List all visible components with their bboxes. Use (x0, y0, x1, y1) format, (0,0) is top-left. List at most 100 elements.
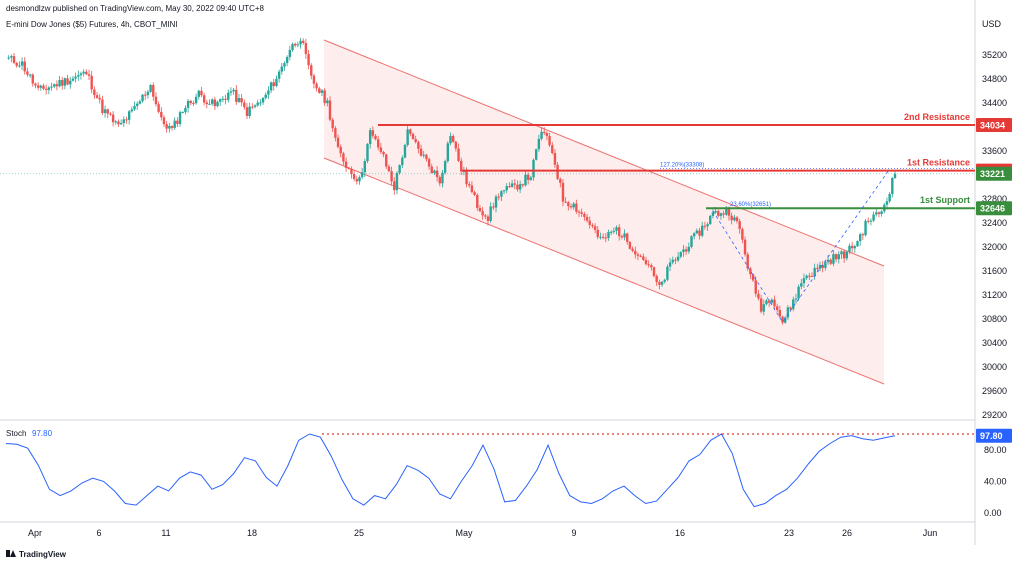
candle-up (848, 245, 851, 252)
candle-down (312, 75, 316, 84)
candle-down (331, 119, 334, 129)
candle-down (543, 131, 546, 134)
candle-down (307, 54, 310, 66)
candle-up (805, 275, 808, 279)
candle-up (762, 304, 765, 312)
candle-down (101, 99, 104, 113)
candle-up (363, 161, 367, 173)
logo-mark-triangle-icon (10, 550, 16, 557)
candle-up (832, 254, 835, 264)
candle-down (569, 206, 573, 208)
candle-up (269, 82, 273, 91)
time-tick-label: 25 (354, 528, 364, 538)
candle-up (7, 57, 10, 59)
candle-down (759, 298, 763, 312)
candle-up (221, 98, 225, 100)
candle-up (813, 267, 816, 277)
candle-down (61, 80, 64, 86)
candle-down (304, 43, 308, 55)
candle-up (168, 125, 171, 129)
price-tick-label: 30400 (982, 338, 1007, 348)
candle-up (676, 256, 680, 261)
candle-up (888, 193, 891, 202)
level-1st-support-label: 1st Support (920, 195, 970, 205)
candle-up (875, 212, 878, 215)
candle-up (232, 89, 235, 92)
candle-up (725, 208, 728, 215)
candle-down (66, 78, 69, 85)
candle-up (770, 299, 774, 303)
candle-up (494, 196, 498, 208)
candle-down (497, 196, 500, 198)
candle-up (885, 201, 889, 205)
candle-down (867, 220, 870, 222)
candle-up (623, 233, 626, 238)
candle-up (403, 144, 407, 158)
candle-up (792, 299, 795, 310)
candle-down (111, 114, 115, 123)
candle-down (235, 89, 238, 102)
candle-down (577, 211, 581, 213)
candle-up (136, 103, 139, 106)
candle-up (784, 317, 787, 323)
candle-up (20, 61, 24, 66)
logo-mark-icon (6, 550, 10, 557)
candle-up (797, 286, 800, 299)
candle-up (368, 130, 372, 145)
candle-down (703, 225, 707, 227)
candle-down (642, 256, 645, 260)
time-tick-label: 23 (784, 528, 794, 538)
candle-down (730, 215, 733, 221)
candle-up (248, 106, 251, 116)
candle-down (417, 142, 420, 149)
candle-down (639, 255, 642, 257)
candle-up (181, 112, 184, 114)
candle-down (545, 133, 549, 137)
candle-up (219, 99, 222, 102)
candle-down (323, 90, 326, 104)
candle-down (655, 276, 658, 283)
candle-down (202, 95, 206, 103)
candle-up (449, 135, 452, 144)
candle-up (856, 241, 859, 247)
candle-down (727, 208, 731, 216)
candle-down (492, 206, 495, 208)
candle-down (379, 147, 383, 152)
candle-up (398, 165, 401, 173)
candles-group (7, 37, 897, 325)
candle-up (39, 85, 43, 88)
candle-down (778, 310, 782, 317)
candle-down (328, 100, 332, 120)
candle-down (583, 213, 586, 217)
candle-down (684, 249, 688, 252)
candle-down (593, 226, 597, 230)
candle-down (749, 268, 752, 275)
candle-down (773, 299, 776, 307)
candle-up (366, 144, 369, 162)
candle-down (438, 177, 441, 184)
stoch-tick-label: 80.00 (984, 445, 1007, 455)
candle-up (824, 262, 827, 268)
candle-up (599, 236, 602, 238)
candle-up (518, 184, 522, 190)
price-tick-label: 31600 (982, 266, 1007, 276)
candle-up (146, 91, 150, 96)
candle-up (706, 224, 709, 227)
candle-down (302, 40, 305, 44)
candle-down (575, 203, 578, 212)
candle-up (261, 98, 265, 103)
candle-down (176, 120, 179, 124)
candle-down (342, 153, 345, 162)
candle-up (229, 91, 233, 93)
candle-down (34, 83, 37, 86)
candle-down (125, 119, 128, 121)
candle-down (816, 267, 819, 269)
time-tick-label: May (455, 528, 473, 538)
candle-down (36, 85, 40, 88)
candle-up (800, 283, 803, 287)
candle-up (10, 56, 13, 58)
candle-up (360, 172, 364, 178)
candle-up (133, 105, 136, 110)
candle-up (671, 259, 674, 263)
